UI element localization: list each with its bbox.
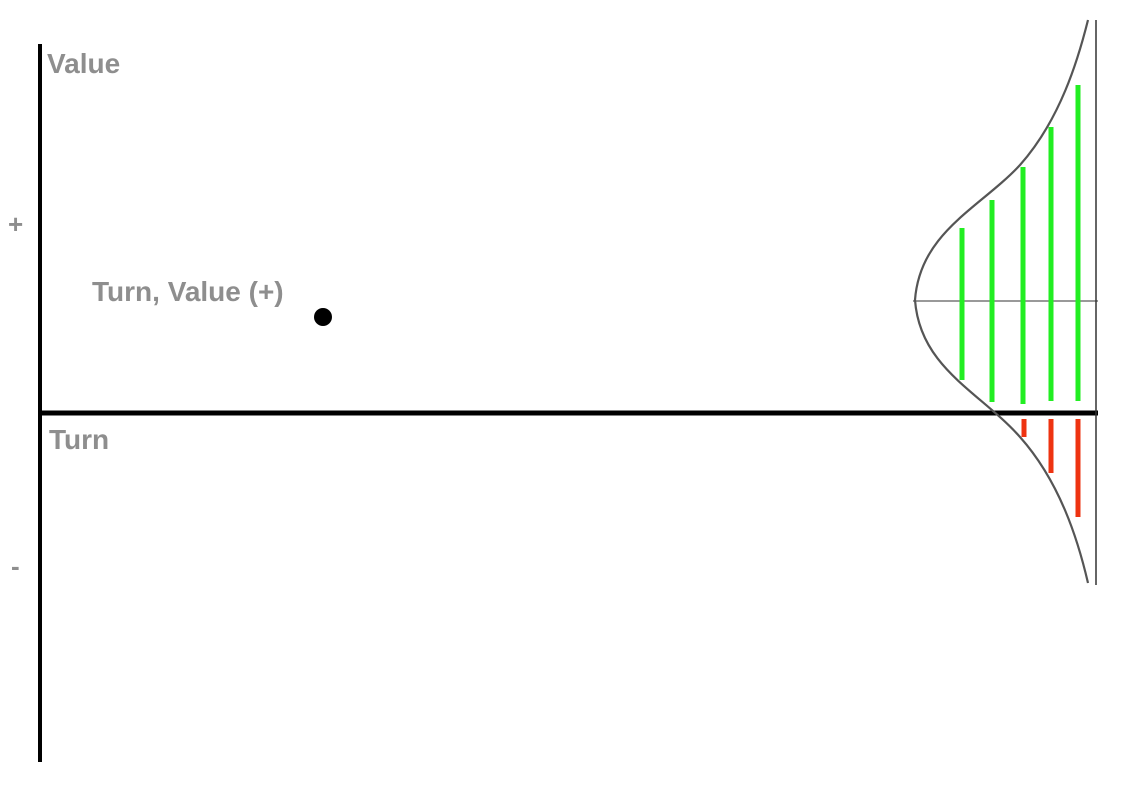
minus-sign: - bbox=[11, 551, 20, 581]
plus-sign: + bbox=[8, 209, 23, 239]
value-axis-label: Value bbox=[47, 48, 120, 79]
point-label: Turn, Value (+) bbox=[92, 276, 284, 307]
turn-axis-label: Turn bbox=[49, 424, 109, 455]
turn-value-point bbox=[314, 308, 332, 326]
bell-curve bbox=[913, 19, 1090, 584]
